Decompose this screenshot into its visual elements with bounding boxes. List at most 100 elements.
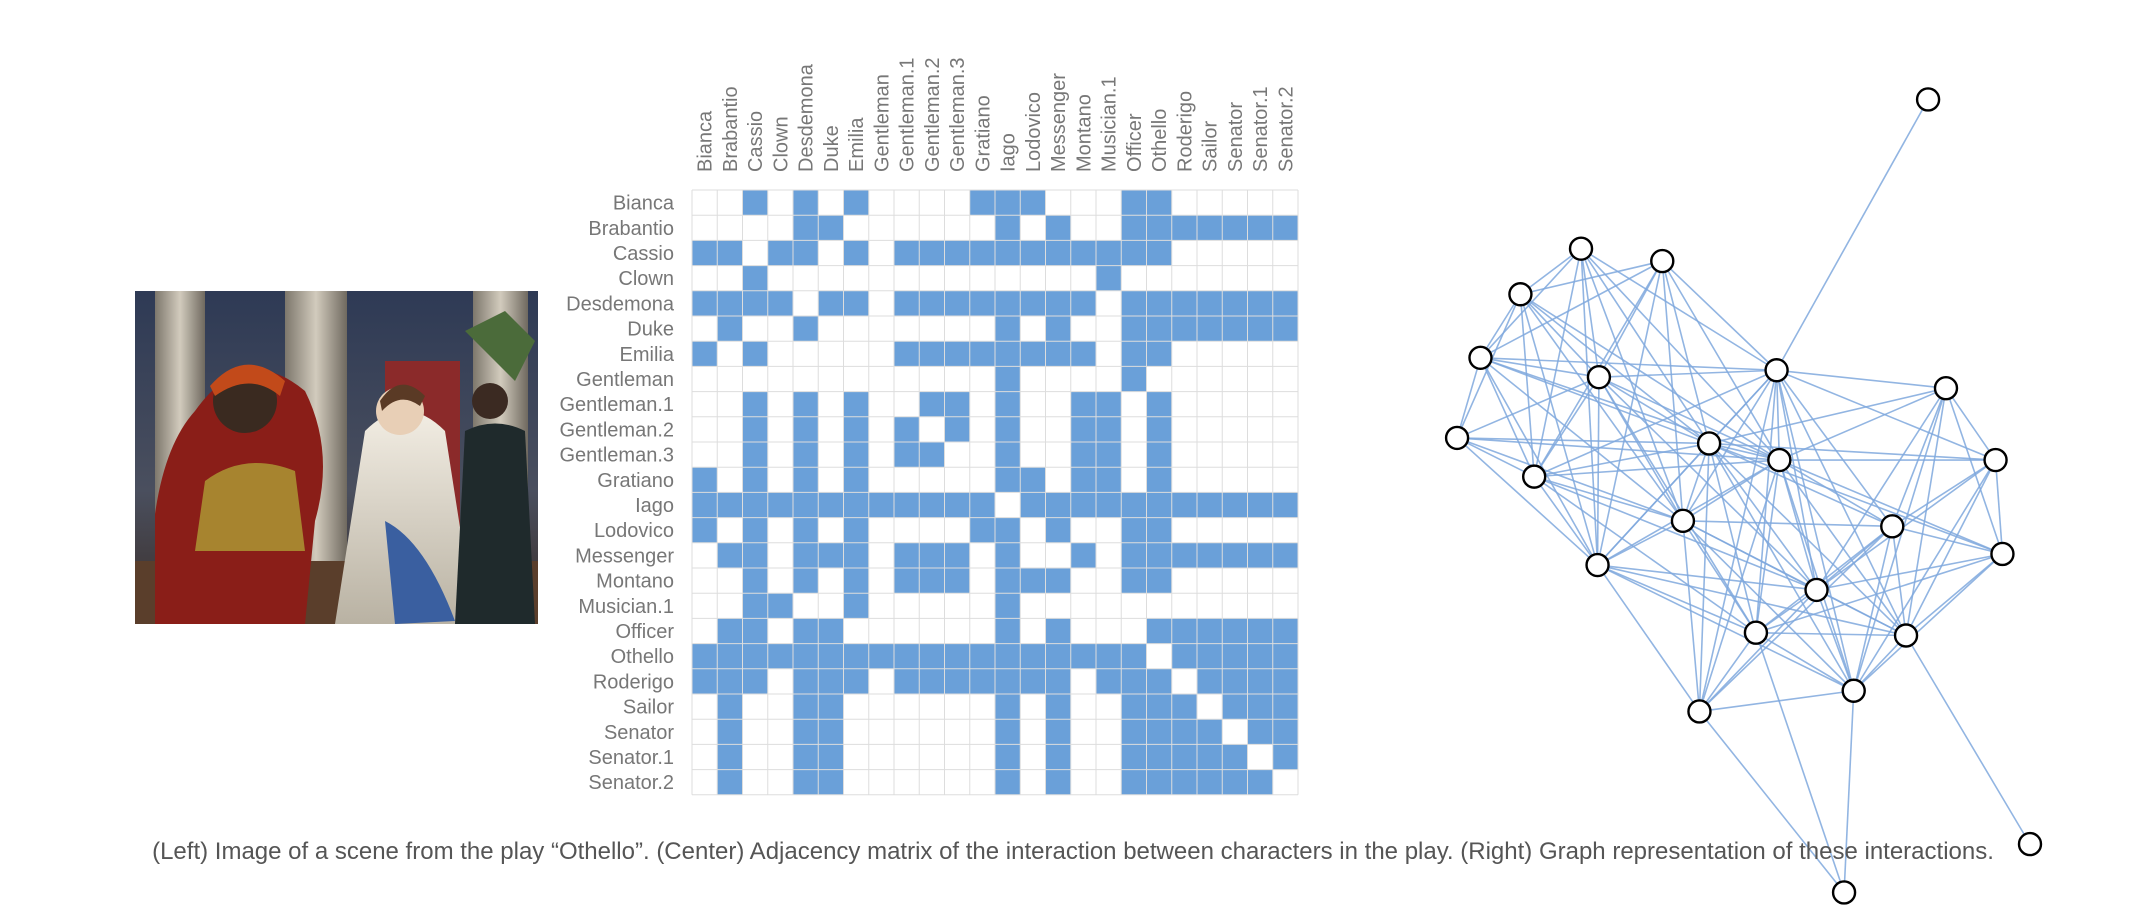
graph-edge: [1533, 476, 1599, 566]
matrix-cell-23-12: [995, 769, 1021, 795]
matrix-cell-4-10: [944, 290, 970, 316]
matrix-cell-2-18: [1146, 240, 1172, 266]
graph-edge: [1853, 459, 1997, 692]
matrix-cell-23-4: [793, 769, 819, 795]
matrix-cell-0-6: [843, 190, 869, 216]
graph-edge: [1853, 634, 1907, 692]
matrix-cell-3-14: [1045, 265, 1071, 291]
row-label: Gentleman.3: [559, 445, 674, 467]
matrix-cell-16-11: [969, 593, 995, 619]
matrix-cell-0-15: [1070, 190, 1096, 216]
matrix-cell-7-9: [919, 366, 945, 392]
graph-edge: [1755, 459, 1781, 633]
graph-edge: [1456, 437, 1599, 566]
matrix-cell-21-16: [1096, 719, 1122, 745]
matrix-cell-22-12: [995, 744, 1021, 770]
matrix-cell-17-18: [1146, 618, 1172, 644]
row-label: Gratiano: [597, 470, 674, 492]
graph-edge: [1479, 357, 1599, 566]
matrix-cell-18-1: [717, 643, 743, 669]
matrix-cell-7-5: [818, 366, 844, 392]
matrix-cell-21-7: [868, 719, 894, 745]
matrix-cell-6-7: [868, 341, 894, 367]
graph-edge: [1815, 589, 1855, 692]
row-label: Cassio: [613, 243, 674, 265]
matrix-cell-15-11: [969, 568, 995, 594]
graph-edge: [1597, 564, 1855, 692]
matrix-cell-22-4: [793, 744, 819, 770]
matrix-cell-12-7: [868, 492, 894, 518]
row-label: Gentleman.2: [559, 419, 674, 441]
matrix-cell-10-2: [742, 442, 768, 468]
matrix-cell-8-18: [1146, 391, 1172, 417]
matrix-cell-17-23: [1272, 618, 1298, 644]
matrix-cell-20-17: [1121, 694, 1147, 720]
matrix-cell-7-3: [767, 366, 793, 392]
graph-edge: [1682, 520, 1855, 692]
matrix-cell-7-20: [1197, 366, 1223, 392]
row-label: Sailor: [623, 697, 674, 719]
matrix-cell-10-4: [793, 442, 819, 468]
graph-node: [1880, 514, 1905, 539]
matrix-cell-22-22: [1247, 744, 1273, 770]
matrix-cell-13-5: [818, 517, 844, 543]
matrix-cell-8-10: [944, 391, 970, 417]
matrix-cell-14-13: [1020, 542, 1046, 568]
matrix-cell-2-19: [1171, 240, 1197, 266]
matrix-cell-8-8: [894, 391, 920, 417]
matrix-cell-11-6: [843, 467, 869, 493]
matrix-cell-19-3: [767, 668, 793, 694]
matrix-cell-17-14: [1045, 618, 1071, 644]
matrix-cell-1-8: [894, 215, 920, 241]
matrix-cell-20-6: [843, 694, 869, 720]
matrix-cell-10-12: [995, 442, 1021, 468]
matrix-cell-5-6: [843, 316, 869, 342]
matrix-cell-8-1: [717, 391, 743, 417]
matrix-cell-8-14: [1045, 391, 1071, 417]
matrix-cell-19-17: [1121, 668, 1147, 694]
row-label: Desdemona: [566, 293, 675, 315]
column-label: Gratiano: [972, 95, 994, 172]
column-label: Musician.1: [1099, 76, 1121, 172]
matrix-cell-3-15: [1070, 265, 1096, 291]
matrix-cell-2-21: [1222, 240, 1248, 266]
matrix-cell-14-15: [1070, 542, 1096, 568]
matrix-cell-16-16: [1096, 593, 1122, 619]
matrix-cell-9-20: [1197, 416, 1223, 442]
matrix-cell-15-21: [1222, 568, 1248, 594]
matrix-cell-21-3: [767, 719, 793, 745]
matrix-cell-22-21: [1222, 744, 1248, 770]
graph-edge: [1519, 293, 1600, 378]
matrix-cell-17-16: [1096, 618, 1122, 644]
graph-node: [1444, 425, 1470, 451]
graph-node: [1696, 431, 1722, 456]
matrix-cell-12-11: [969, 492, 995, 518]
matrix-cell-20-11: [969, 694, 995, 720]
matrix-cell-20-14: [1045, 694, 1071, 720]
matrix-cell-8-15: [1070, 391, 1096, 417]
matrix-cell-11-21: [1222, 467, 1248, 493]
matrix-cell-12-21: [1222, 492, 1248, 518]
matrix-cell-3-21: [1222, 265, 1248, 291]
row-label: Bianca: [613, 193, 675, 215]
matrix-cell-4-9: [919, 290, 945, 316]
matrix-cell-7-15: [1070, 366, 1096, 392]
matrix-cell-5-13: [1020, 316, 1046, 342]
matrix-cell-19-1: [717, 668, 743, 694]
column-label: Senator.2: [1275, 86, 1297, 172]
matrix-cell-7-16: [1096, 366, 1122, 392]
matrix-cell-9-3: [767, 416, 793, 442]
matrix-cell-4-1: [717, 290, 743, 316]
graph-edge: [1815, 387, 1947, 591]
matrix-cell-22-19: [1171, 744, 1197, 770]
matrix-cell-19-12: [995, 668, 1021, 694]
matrix-cell-0-3: [767, 190, 793, 216]
matrix-cell-13-7: [868, 517, 894, 543]
matrix-cell-15-14: [1045, 568, 1071, 594]
matrix-cell-7-18: [1146, 366, 1172, 392]
matrix-cell-21-14: [1045, 719, 1071, 745]
matrix-cell-15-12: [995, 568, 1021, 594]
matrix-cell-12-5: [818, 492, 844, 518]
graph-edge: [1994, 459, 2004, 555]
matrix-cell-2-13: [1020, 240, 1046, 266]
